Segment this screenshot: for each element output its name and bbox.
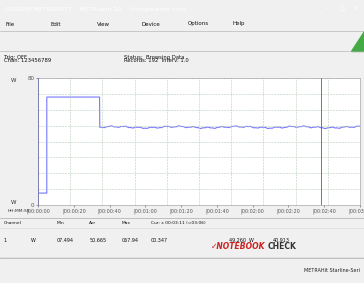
Text: 00.347: 00.347 bbox=[151, 237, 168, 243]
Text: ✕: ✕ bbox=[353, 7, 357, 12]
Text: CHECK: CHECK bbox=[268, 242, 296, 251]
Text: Channel: Channel bbox=[4, 221, 21, 225]
Text: □: □ bbox=[340, 7, 345, 12]
Text: —: — bbox=[325, 7, 331, 12]
Text: Min: Min bbox=[56, 221, 64, 225]
Text: Trig: OFF: Trig: OFF bbox=[4, 55, 27, 61]
Text: HH:MM:SS: HH:MM:SS bbox=[8, 209, 30, 213]
Text: Records: 192  Interv: 1.0: Records: 192 Interv: 1.0 bbox=[124, 57, 189, 63]
Text: Chan: 123456789: Chan: 123456789 bbox=[4, 57, 51, 63]
Text: 067.94: 067.94 bbox=[122, 237, 139, 243]
Text: 50.665: 50.665 bbox=[89, 237, 106, 243]
Text: Device: Device bbox=[142, 22, 161, 27]
Text: 07.494: 07.494 bbox=[56, 237, 74, 243]
Text: View: View bbox=[96, 22, 110, 27]
Text: ✓NOTEBOOK: ✓NOTEBOOK bbox=[211, 242, 266, 251]
Text: METRAHit Starline-Seri: METRAHit Starline-Seri bbox=[304, 268, 360, 273]
Text: W: W bbox=[11, 200, 17, 205]
Text: File: File bbox=[5, 22, 15, 27]
Text: Max: Max bbox=[122, 221, 131, 225]
Text: 49.260  W: 49.260 W bbox=[229, 237, 254, 243]
Text: 40.913: 40.913 bbox=[273, 237, 290, 243]
Text: Avr: Avr bbox=[89, 221, 96, 225]
Text: Options: Options bbox=[187, 22, 209, 27]
Text: 1: 1 bbox=[4, 237, 7, 243]
Polygon shape bbox=[351, 31, 364, 51]
Text: GOSSEN METRAWATT    METRAwin 10    Unregistered copy: GOSSEN METRAWATT METRAwin 10 Unregistere… bbox=[5, 7, 187, 12]
Text: Help: Help bbox=[233, 22, 245, 27]
Text: W: W bbox=[11, 78, 17, 83]
Text: Status:  Browsing Data: Status: Browsing Data bbox=[124, 55, 184, 61]
Text: Cur: x 00:03:11 (=03:06): Cur: x 00:03:11 (=03:06) bbox=[151, 221, 206, 225]
Text: W: W bbox=[31, 237, 36, 243]
Text: Edit: Edit bbox=[51, 22, 62, 27]
